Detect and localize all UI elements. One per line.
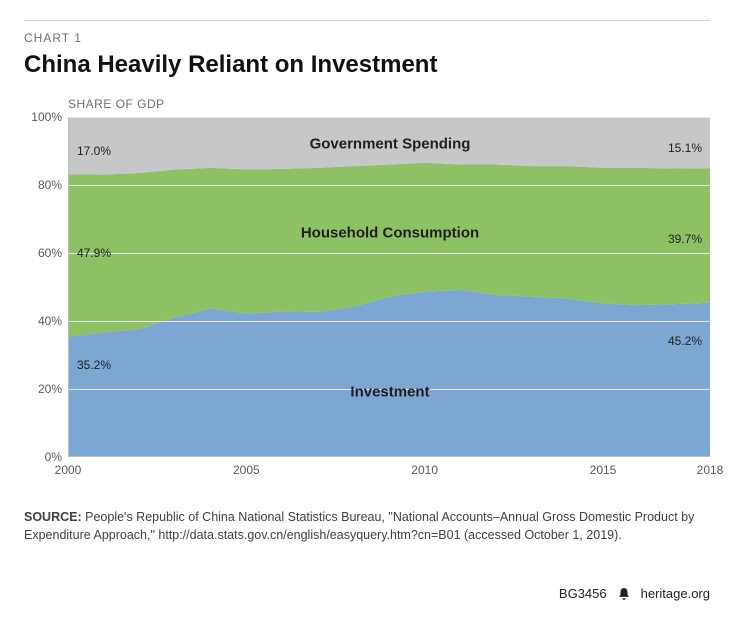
gridline [69,321,710,322]
x-tick-label: 2018 [697,463,724,477]
gridline [69,185,710,186]
x-tick-label: 2010 [411,463,438,477]
footer: BG3456 heritage.org [559,586,710,601]
series-label: Investment [350,384,429,401]
x-tick-label: 2005 [233,463,260,477]
y-tick-label: 0% [45,450,62,464]
x-tick-label: 2000 [55,463,82,477]
value-label-start: 17.0% [77,144,111,158]
series-label: Government Spending [310,136,471,153]
value-label-end: 45.2% [668,334,702,348]
area-chart-svg [69,117,710,456]
source-note: SOURCE: People's Republic of China Natio… [24,509,710,544]
chart-number: CHART 1 [24,31,710,45]
y-axis: 0%20%40%60%80%100% [24,117,68,457]
footer-site: heritage.org [641,586,710,601]
gridline [69,253,710,254]
series-label: Household Consumption [301,224,479,241]
y-tick-label: 100% [31,110,62,124]
y-tick-label: 40% [38,314,62,328]
x-tick-label: 2015 [590,463,617,477]
source-text: People's Republic of China National Stat… [24,510,694,542]
source-prefix: SOURCE: [24,510,82,524]
x-axis: 20002005201020152018 [68,463,710,483]
plot-area: Investment 35.2% 45.2% Household Consumptio… [68,117,710,457]
y-tick-label: 80% [38,178,62,192]
gridline [69,117,710,118]
bell-icon [617,587,631,601]
plot-container: 0%20%40%60%80%100% Investment35.2%45.2%H… [24,117,710,497]
chart-title: China Heavily Reliant on Investment [24,51,710,79]
top-divider [24,20,710,21]
value-label-start: 35.2% [77,358,111,372]
value-label-start: 47.9% [77,246,111,260]
y-tick-label: 20% [38,382,62,396]
value-label-end: 39.7% [668,232,702,246]
y-axis-title: SHARE OF GDP [68,97,710,111]
value-label-end: 15.1% [668,141,702,155]
footer-id: BG3456 [559,586,607,601]
y-tick-label: 60% [38,246,62,260]
